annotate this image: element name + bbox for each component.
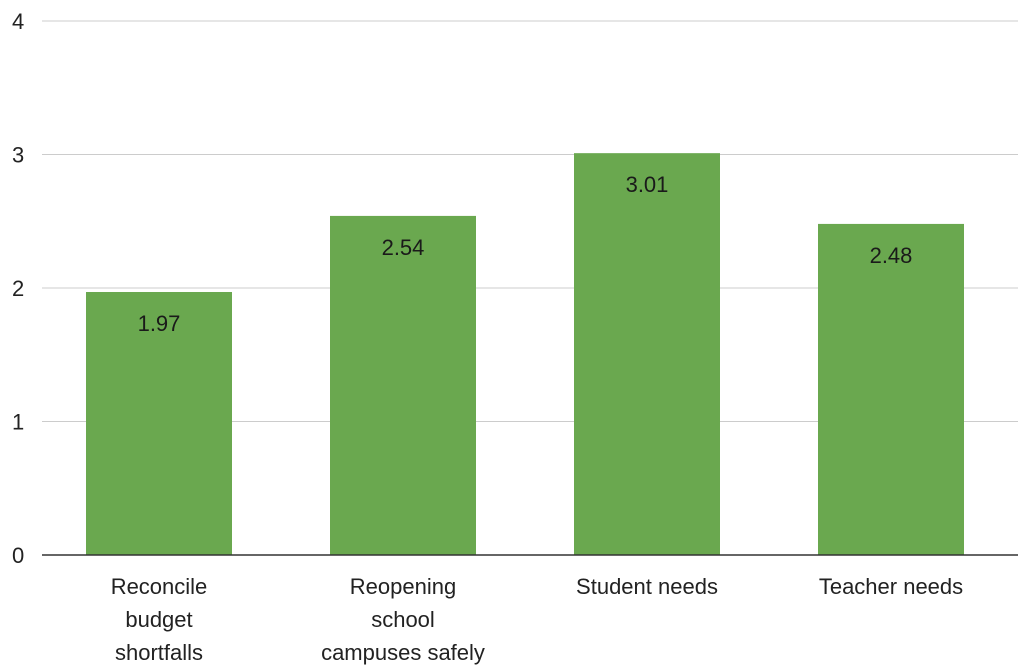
y-tick-label: 4 (12, 9, 24, 34)
y-tick-label: 1 (12, 410, 24, 435)
y-tick-label: 2 (12, 276, 24, 301)
data-label: 3.01 (626, 172, 669, 197)
category-label-line: budget (125, 607, 192, 632)
category-label: Reconcile budget shortfalls (111, 574, 208, 665)
category-label-line: Student needs (576, 574, 718, 599)
category-label-line: campuses safely (321, 640, 485, 665)
bars (86, 153, 964, 556)
data-label: 1.97 (138, 311, 181, 336)
data-label: 2.48 (870, 243, 913, 268)
x-axis-labels: Reconcile budget shortfalls Reopening school… (111, 574, 963, 665)
category-label-line: Reopening (350, 574, 456, 599)
category-label-line: Teacher needs (819, 574, 963, 599)
bar (86, 292, 232, 555)
bar (818, 223, 964, 556)
y-tick-label: 0 (12, 543, 24, 568)
bar (574, 153, 720, 556)
y-tick-label: 3 (12, 143, 24, 168)
category-label: Reopening school campuses safely (321, 574, 485, 665)
category-label: Student needs (576, 574, 718, 599)
data-label: 2.54 (382, 235, 425, 260)
category-label-line: school (371, 607, 435, 632)
category-label: Teacher needs (819, 574, 963, 599)
y-axis-ticks: 0 1 2 3 4 (12, 9, 24, 568)
category-label-line: Reconcile (111, 574, 208, 599)
bar (330, 215, 476, 555)
category-label-line: shortfalls (115, 640, 203, 665)
data-labels: 1.97 2.54 3.01 2.48 (138, 172, 913, 336)
